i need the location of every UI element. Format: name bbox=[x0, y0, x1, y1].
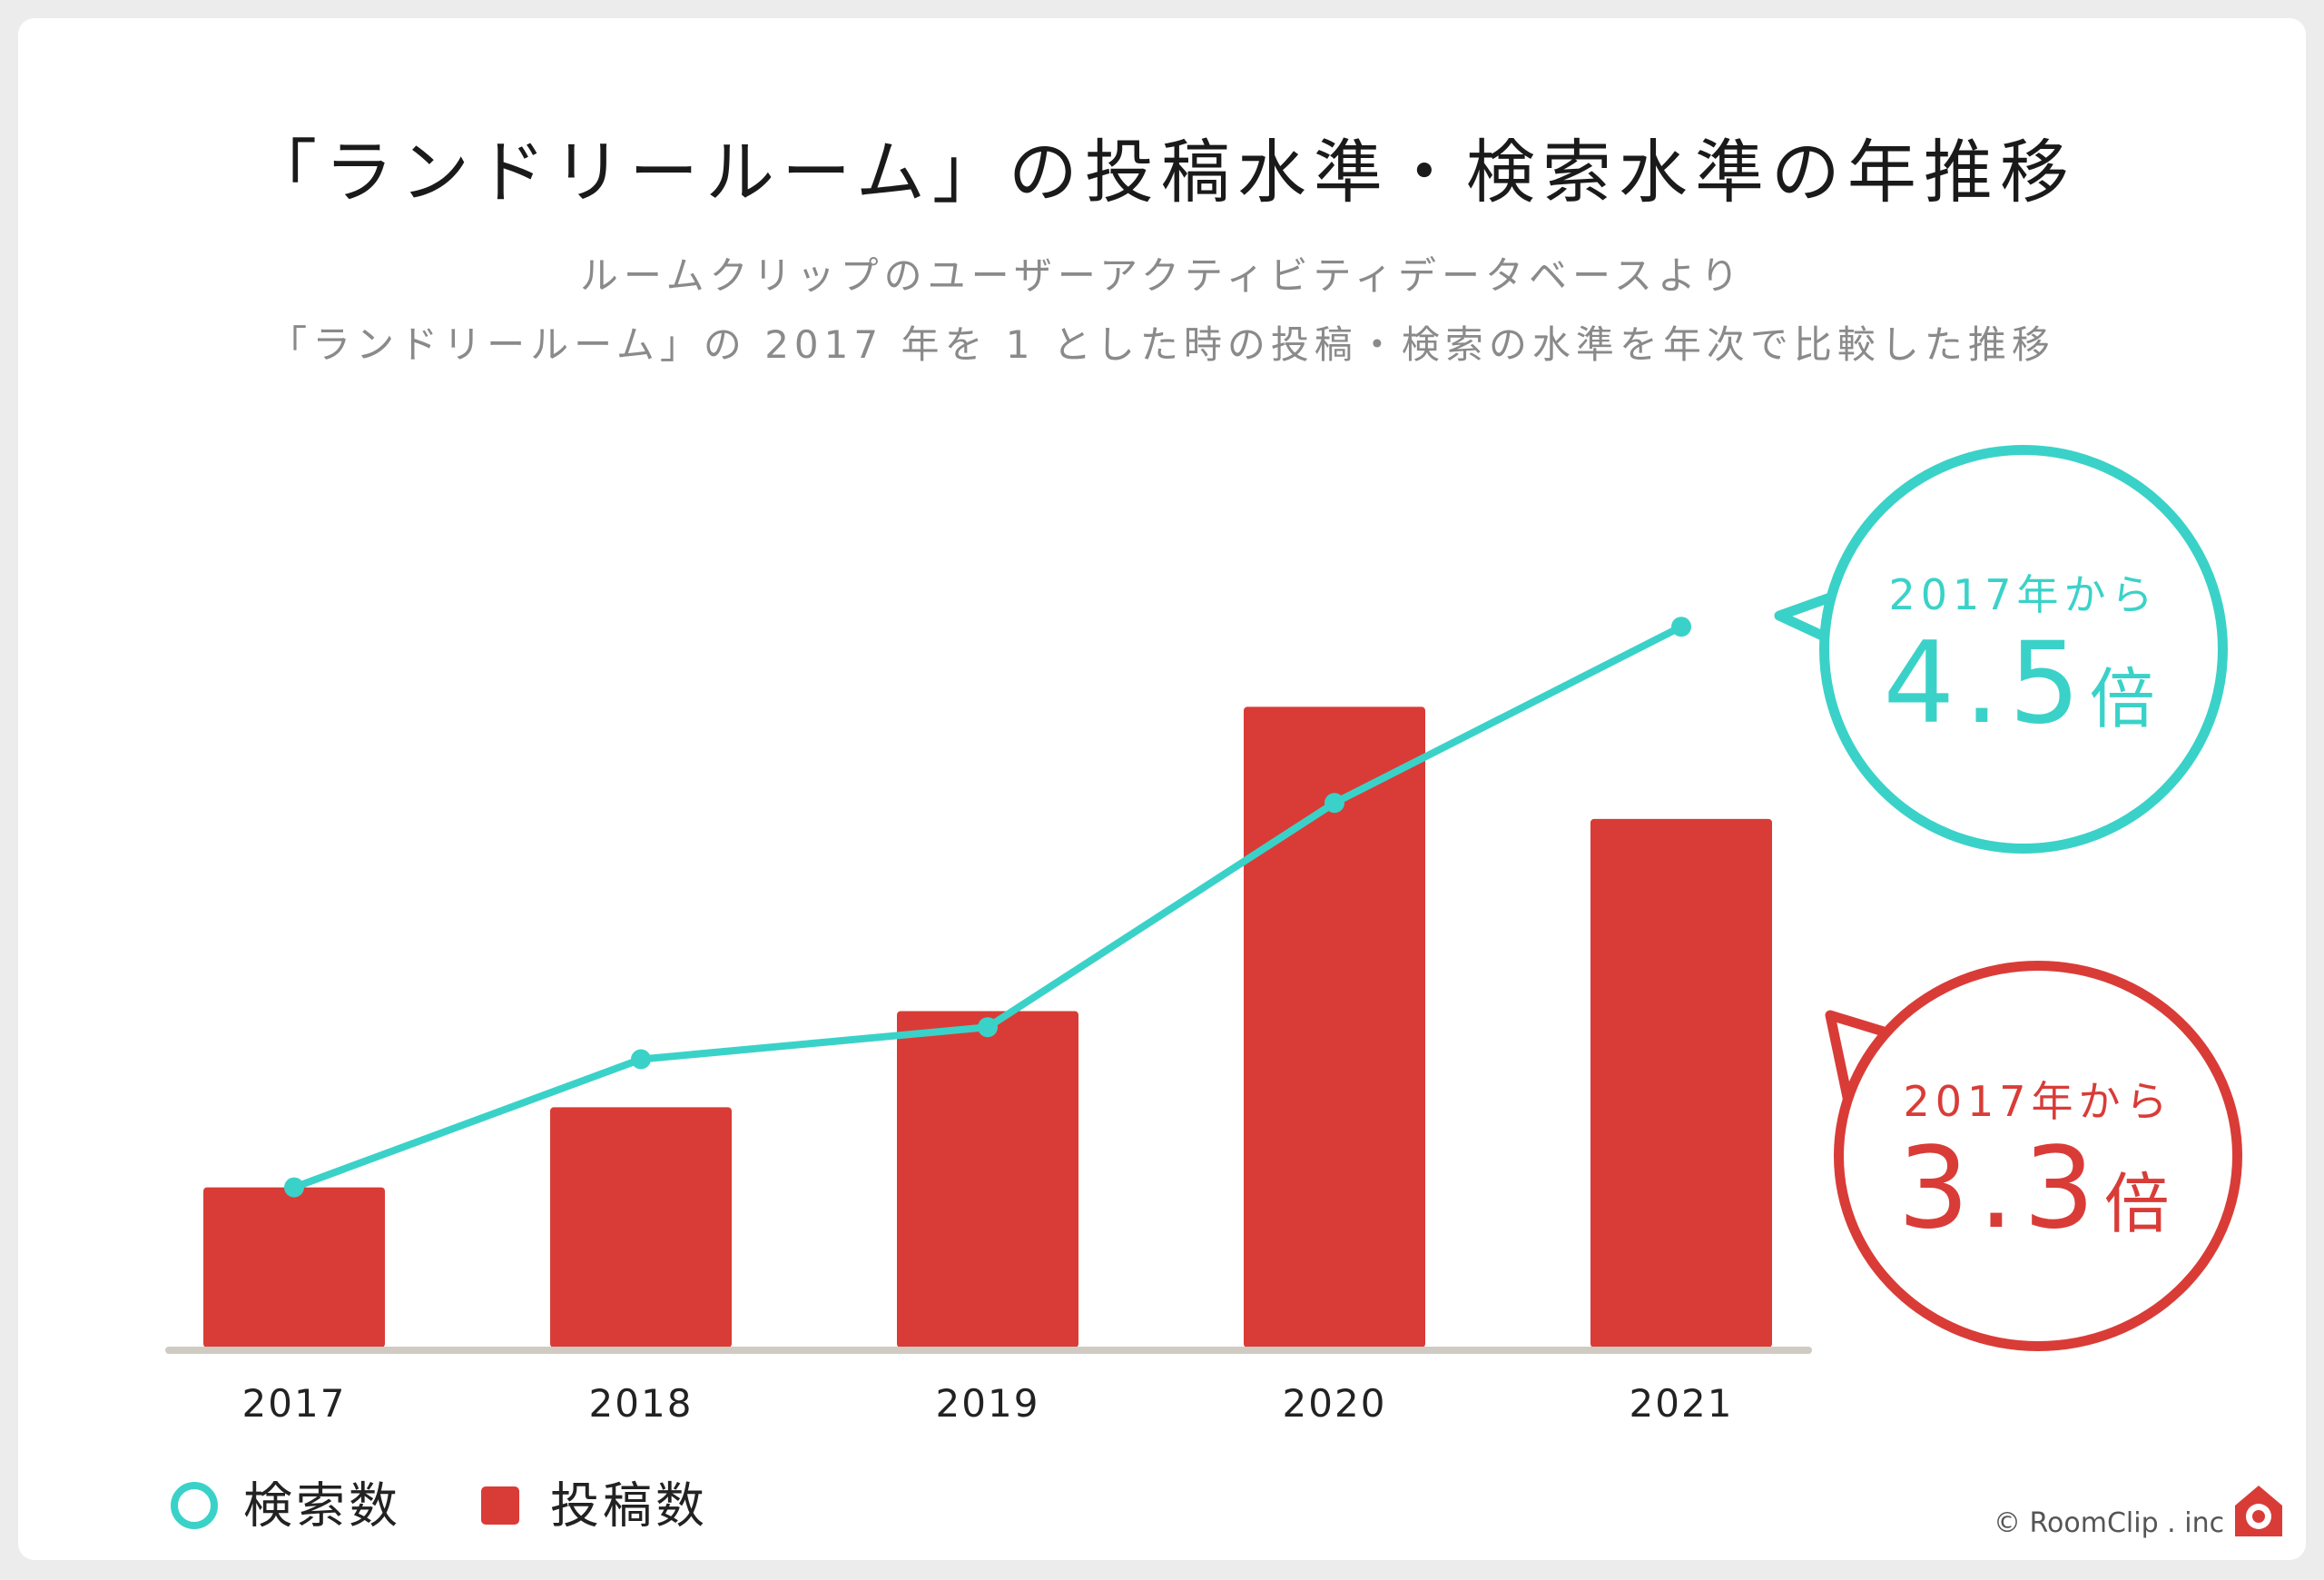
chart-title: 「ランドリールーム」の投稿水準・検索水準の年推移 bbox=[248, 132, 2076, 212]
callout-posts-value-line: 3.3倍 bbox=[1844, 1123, 2232, 1254]
callout-search-prefix: 2017年から bbox=[1888, 570, 2159, 619]
point-search-2021 bbox=[1671, 617, 1691, 637]
chart-subtitle-source: ルームクリップのユーザーアクティビティデータベースより bbox=[579, 253, 1745, 298]
callout-posts-value: 3.3 bbox=[1897, 1123, 2104, 1254]
legend-item-search: 検索数 bbox=[171, 1471, 401, 1537]
bar-posts-2019 bbox=[897, 1011, 1078, 1348]
bar-posts-2017 bbox=[203, 1187, 385, 1348]
point-search-2019 bbox=[978, 1017, 998, 1038]
callout-search-unit: 倍 bbox=[2089, 661, 2164, 737]
copyright-credit: © RoomClip . inc bbox=[1994, 1507, 2225, 1539]
callout-posts-unit: 倍 bbox=[2103, 1166, 2179, 1242]
x-tick-label-2018: 2018 bbox=[589, 1381, 694, 1426]
x-tick-label-2020: 2020 bbox=[1283, 1381, 1387, 1426]
x-tick-label-2021: 2021 bbox=[1630, 1381, 1734, 1426]
bar-posts-2018 bbox=[550, 1107, 732, 1348]
point-search-2017 bbox=[284, 1177, 304, 1198]
legend-posts-label: 投稿数 bbox=[550, 1476, 708, 1535]
bar-posts-2020 bbox=[1244, 706, 1425, 1348]
legend-search-label: 検索数 bbox=[243, 1476, 401, 1535]
callout-posts-prefix: 2017年から bbox=[1903, 1077, 2173, 1126]
legend-item-posts: 投稿数 bbox=[481, 1471, 708, 1537]
legend-posts-marker-icon bbox=[481, 1486, 519, 1526]
point-search-2018 bbox=[631, 1049, 651, 1070]
point-search-2020 bbox=[1324, 793, 1344, 814]
callout-posts: 2017年から 3.3倍 bbox=[1834, 961, 2242, 1351]
roomclip-house-camera-icon bbox=[2235, 1486, 2282, 1536]
x-tick-label-2017: 2017 bbox=[242, 1381, 347, 1426]
callout-search-value-line: 4.5倍 bbox=[1829, 618, 2218, 749]
callout-search: 2017年から 4.5倍 bbox=[1819, 445, 2228, 854]
x-tick-label-2019: 2019 bbox=[936, 1381, 1040, 1426]
bar-posts-2021 bbox=[1590, 818, 1772, 1348]
chart-subtitle-description: 「ランドリールーム」の 2017 年を 1 とした時の投稿・検索の水準を年次で比… bbox=[269, 322, 2055, 367]
legend-search-marker-icon bbox=[171, 1482, 218, 1530]
callout-search-value: 4.5 bbox=[1883, 618, 2090, 749]
